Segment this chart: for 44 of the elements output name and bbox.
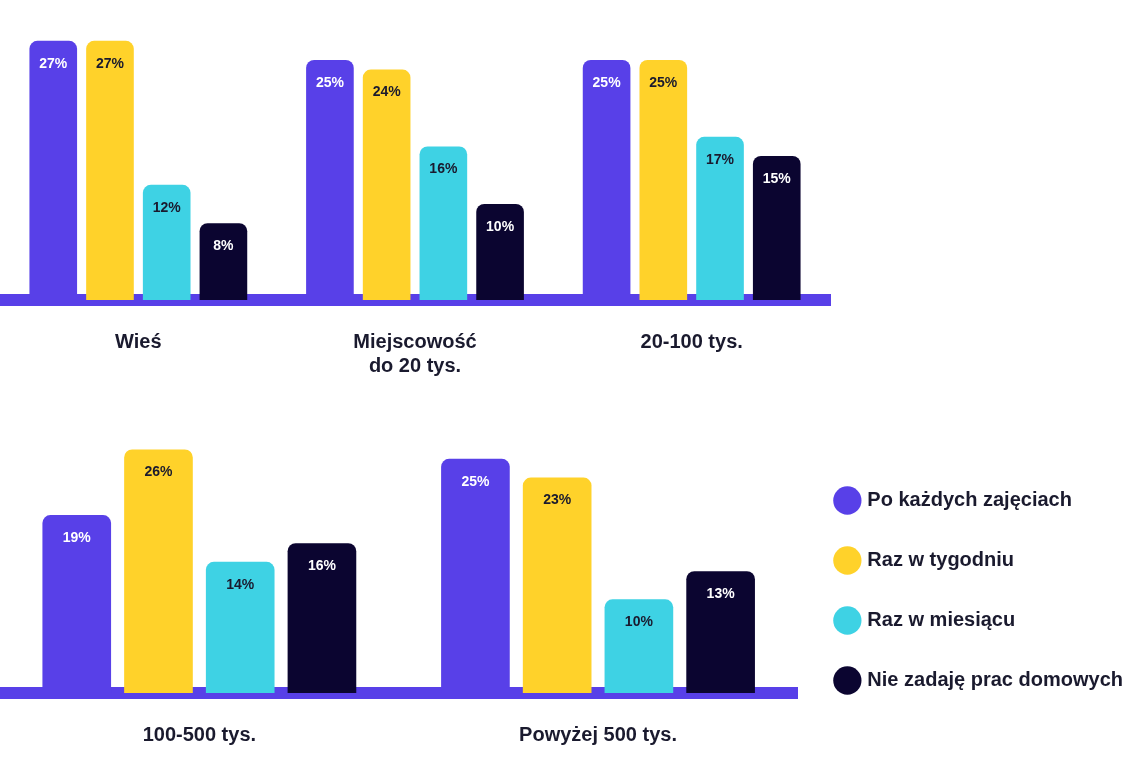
data-label: 16% [429, 160, 458, 177]
bar [476, 204, 524, 300]
legend-label: Raz w miesiącu [867, 608, 1016, 631]
bar [86, 40, 134, 300]
data-label: 13% [706, 585, 736, 602]
data-label: 8% [213, 237, 235, 254]
x-tick-label: 20-100 tys. [640, 329, 743, 352]
legend-label: Po każdych zajęciach [867, 488, 1072, 511]
bar [287, 543, 357, 693]
bar [752, 156, 801, 300]
bar [686, 571, 755, 693]
data-label: 27% [95, 54, 125, 71]
bar [419, 146, 468, 300]
x-tick-label: 100-500 tys. [142, 722, 257, 745]
bar [604, 599, 674, 693]
bar [696, 136, 744, 300]
legend-label: Nie zadaję prac domowych [867, 668, 1124, 691]
data-label: 14% [226, 575, 255, 592]
data-label: 15% [762, 169, 792, 186]
data-label: 26% [144, 463, 174, 480]
data-label: 17% [706, 150, 735, 167]
data-label: 25% [461, 472, 490, 489]
data-label: 10% [486, 217, 515, 234]
data-label: 10% [624, 613, 654, 630]
bar [362, 69, 411, 300]
legend-label: Raz w tygodniu [867, 548, 1015, 571]
bar [124, 449, 193, 693]
bar [522, 477, 592, 693]
data-label: 25% [649, 73, 678, 90]
data-label: 19% [62, 528, 92, 545]
bar [199, 223, 248, 300]
data-label: 16% [307, 556, 337, 573]
bar [205, 561, 275, 693]
x-tick-label: Miejscowość do 20 tys. [353, 329, 477, 376]
data-label: 12% [152, 198, 182, 215]
data-label: 25% [592, 73, 622, 90]
x-tick-label: Powyżej 500 tys. [519, 722, 677, 745]
bar [639, 60, 688, 300]
bar [142, 184, 191, 300]
x-tick-label: Wieś [115, 329, 162, 352]
data-label: 24% [372, 83, 402, 100]
data-label: 25% [315, 73, 345, 90]
data-label: 27% [39, 54, 68, 71]
data-label: 23% [543, 491, 572, 508]
